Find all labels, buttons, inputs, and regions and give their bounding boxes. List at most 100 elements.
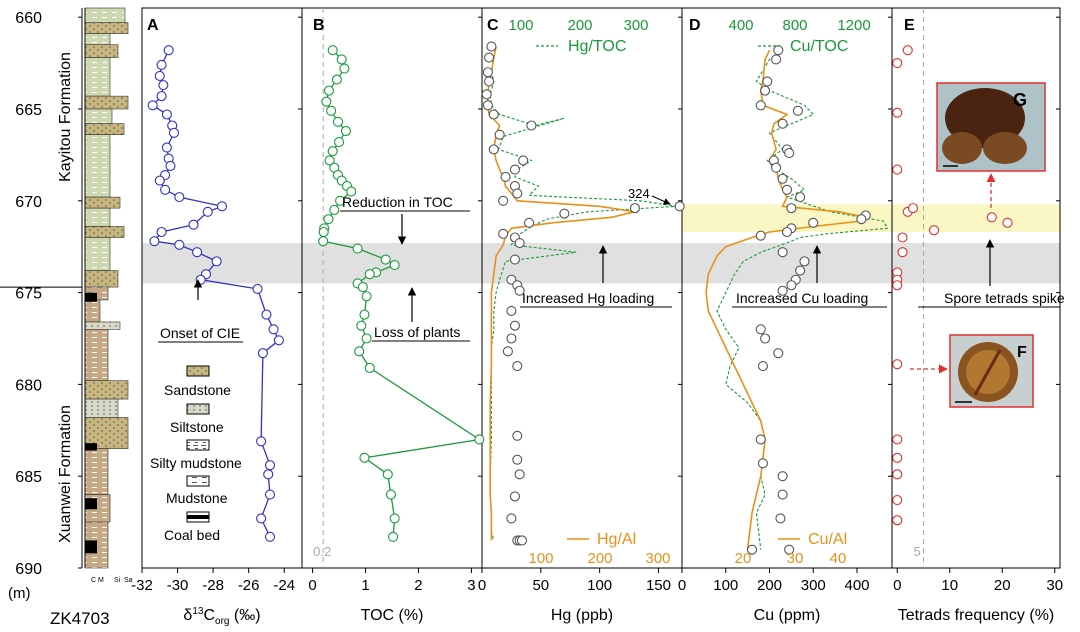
label-324-annotation: 324	[628, 186, 671, 205]
x-tick-label: -24	[273, 577, 295, 594]
photo-g: G	[936, 82, 1046, 208]
gray-band	[142, 243, 1060, 284]
legend-label-silty-mudstone: Silty mudstone	[150, 455, 242, 471]
data-point-hg	[674, 201, 685, 212]
data-point-d13c	[174, 192, 185, 203]
lithology-bed	[84, 299, 101, 323]
data-point-tetrads	[892, 469, 903, 480]
data-point-d13c	[154, 70, 165, 81]
legend-swatch-siltstone	[186, 403, 210, 415]
data-point-tetrads	[892, 164, 903, 175]
lithology-bed	[84, 321, 121, 330]
data-point-cu	[746, 544, 758, 555]
x-axis-label-B: TOC (%)	[361, 607, 424, 624]
legend-label-coal-bed: Coal bed	[164, 527, 220, 543]
data-point-hg	[482, 67, 493, 78]
data-point-d13c	[211, 256, 222, 267]
data-point-d13c	[261, 309, 272, 320]
data-point-cu	[757, 360, 768, 372]
data-point-hg	[506, 305, 517, 317]
data-point-cu	[775, 513, 786, 524]
depth-tick-label: 690	[15, 561, 42, 578]
grain-si: Si	[114, 577, 121, 584]
top-axis-label: Hg/TOC	[568, 38, 626, 55]
yellow-band	[682, 204, 1060, 232]
data-point-cu	[762, 76, 773, 87]
data-point-toc	[356, 320, 367, 331]
data-point-toc	[474, 434, 485, 445]
data-point-hg	[559, 208, 570, 219]
data-point-hg	[518, 155, 529, 166]
data-point-tetrads	[892, 280, 903, 291]
data-point-cu	[792, 105, 803, 116]
data-point-hg	[486, 41, 497, 52]
data-point-d13c	[273, 335, 284, 346]
data-point-d13c	[192, 247, 203, 258]
coal-bed	[85, 540, 97, 554]
depth-tick-label: 680	[15, 377, 42, 394]
data-point-cu	[795, 192, 806, 203]
data-point-d13c	[263, 469, 274, 480]
data-point-toc	[326, 105, 337, 116]
data-point-d13c	[174, 239, 185, 250]
data-point-cu	[760, 85, 771, 96]
data-point-d13c	[252, 283, 263, 294]
x-tick-label: 400	[844, 577, 869, 594]
bottom-axis2-tick-label: 200	[587, 550, 612, 567]
photo-g-spore-left	[942, 132, 982, 164]
data-point-hg	[516, 535, 528, 546]
lithology-bed	[84, 398, 119, 418]
data-point-cu	[777, 471, 788, 482]
x-tick-label: 0	[478, 577, 486, 594]
data-point-hg	[526, 120, 537, 131]
x-axis-label-C: Hg (ppb)	[551, 607, 613, 624]
legend-label-siltstone: Siltstone	[170, 419, 224, 435]
top-axis-tick-label: 400	[728, 17, 753, 34]
bottom-axis2-label: Cu/Al	[808, 531, 847, 548]
data-point-hg	[482, 100, 493, 111]
data-point-tetrads	[892, 434, 903, 445]
data-point-toc	[361, 333, 372, 344]
lithology-bed	[84, 196, 121, 209]
top-axis-tick-label: 200	[567, 17, 592, 34]
data-point-cu	[786, 280, 797, 291]
lithology-bed	[84, 134, 111, 198]
x-tick-label: 150	[646, 577, 671, 594]
data-point-tetrads	[1002, 217, 1013, 228]
panel-letter-a: A	[147, 17, 159, 34]
data-point-cu	[760, 333, 771, 344]
x-tick-label: -30	[167, 577, 189, 594]
x-tick-label: -26	[238, 577, 260, 594]
series-line-toc	[322, 49, 482, 537]
data-point-d13c	[154, 175, 165, 186]
data-point-cu	[755, 230, 766, 241]
depth-tick-label: 675	[15, 286, 42, 303]
data-point-d13c	[256, 436, 267, 447]
data-point-toc	[329, 204, 340, 216]
data-point-hg	[524, 217, 535, 228]
data-point-tetrads	[892, 359, 903, 370]
x-tick-label: 30	[1046, 577, 1063, 594]
data-point-hg	[509, 320, 520, 331]
formation-label-xuanwei: Xuanwei Formation	[57, 405, 74, 543]
legend-swatch-silty-mudstone	[186, 439, 210, 451]
series-line-cu-toc	[716, 49, 889, 550]
data-point-d13c	[264, 460, 276, 471]
data-point-toc	[361, 291, 372, 302]
data-point-hg	[514, 469, 525, 480]
grain-c: C	[91, 577, 96, 584]
data-point-d13c	[264, 489, 276, 500]
data-point-toc	[340, 125, 351, 137]
data-point-d13c	[161, 109, 172, 120]
data-point-hg	[514, 237, 525, 249]
data-point-toc	[331, 74, 342, 85]
data-point-cu	[755, 324, 766, 335]
panel-letter-b: B	[313, 17, 325, 34]
data-point-toc	[380, 254, 391, 265]
data-point-d13c	[202, 206, 213, 217]
lithology-bed	[84, 123, 125, 135]
data-point-cu	[786, 203, 797, 214]
data-point-d13c	[268, 324, 279, 335]
grain-size-labels: C M Si Sa	[91, 577, 133, 584]
